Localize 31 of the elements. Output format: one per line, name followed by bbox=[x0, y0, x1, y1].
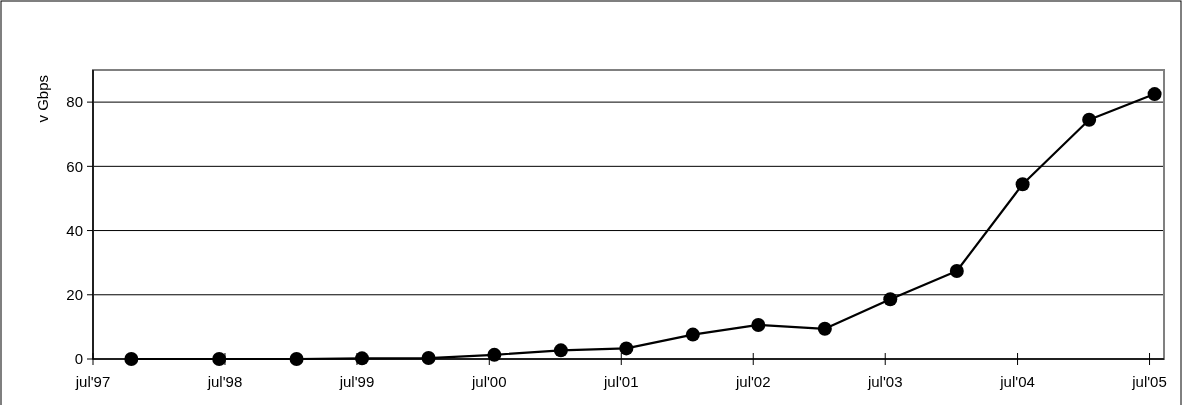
y-tick-label: 0 bbox=[74, 350, 83, 368]
point bbox=[685, 327, 700, 342]
x-tick-label: jul'00 bbox=[471, 373, 507, 390]
point bbox=[619, 341, 634, 356]
point bbox=[751, 317, 766, 332]
point bbox=[553, 343, 568, 358]
x-tick-label: jul'97 bbox=[74, 373, 111, 390]
y-axis-title: v Gbps bbox=[34, 75, 51, 123]
point bbox=[487, 347, 502, 362]
point bbox=[289, 352, 304, 366]
point bbox=[421, 351, 436, 366]
y-tick-label: 80 bbox=[66, 93, 83, 111]
point bbox=[883, 292, 898, 307]
x-tick-label: jul'05 bbox=[1131, 373, 1167, 390]
y-tick-label: 20 bbox=[66, 286, 83, 304]
point bbox=[124, 352, 139, 366]
point bbox=[212, 352, 227, 366]
x-tick-label: jul'01 bbox=[602, 373, 639, 390]
x-tick-label: jul'02 bbox=[734, 373, 771, 390]
point bbox=[949, 264, 964, 279]
y-tick-label: 40 bbox=[66, 221, 83, 239]
point bbox=[817, 321, 832, 336]
point bbox=[1082, 112, 1097, 127]
x-tick-label: jul'03 bbox=[866, 373, 903, 390]
x-tick-label: jul'98 bbox=[206, 373, 243, 390]
point bbox=[1147, 87, 1162, 102]
point bbox=[1015, 177, 1030, 192]
x-tick-label: jul'04 bbox=[999, 373, 1035, 390]
point bbox=[355, 351, 370, 366]
y-tick-label: 60 bbox=[66, 157, 83, 175]
x-tick-label: jul'99 bbox=[338, 373, 375, 390]
